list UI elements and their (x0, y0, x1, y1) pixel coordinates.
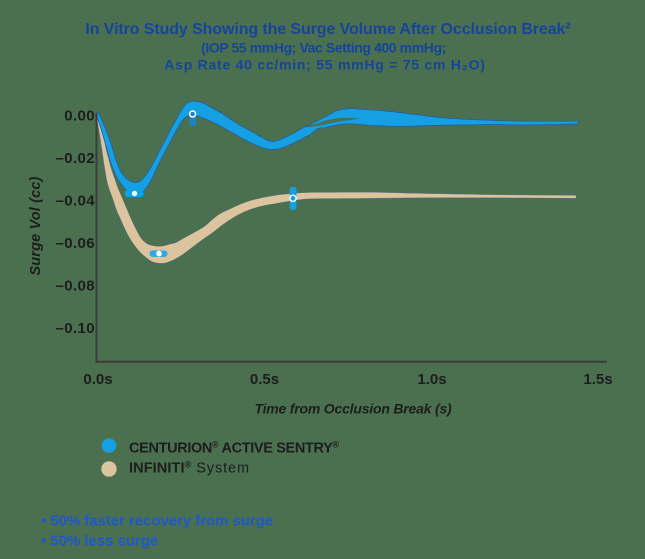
svg-text:• 50% faster recovery from sur: • 50% faster recovery from surge (41, 513, 273, 530)
svg-text:0.0s: 0.0s (83, 371, 112, 388)
svg-text:–0.04: –0.04 (55, 193, 95, 210)
svg-text:INFINITI® System: INFINITI® System (129, 460, 250, 477)
svg-text:–0.10: –0.10 (55, 320, 95, 337)
svg-text:0.5s: 0.5s (250, 371, 279, 388)
svg-text:0.00: 0.00 (64, 108, 95, 125)
svg-text:–0.02: –0.02 (55, 150, 95, 167)
svg-text:(IOP 55 mmHg; Vac Setting 400: (IOP 55 mmHg; Vac Setting 400 mmHg; (201, 40, 446, 56)
svg-text:CENTURION® ACTIVE SENTRY®: CENTURION® ACTIVE SENTRY® (129, 440, 339, 457)
svg-text:–0.06: –0.06 (55, 235, 95, 252)
svg-text:In Vitro Study Showing the Sur: In Vitro Study Showing the Surge Volume … (85, 21, 570, 38)
svg-text:1.0s: 1.0s (417, 371, 446, 388)
svg-text:Asp Rate 40 cc/min; 55 mmHg =: Asp Rate 40 cc/min; 55 mmHg = 75 cm H₂O) (164, 57, 485, 73)
svg-text:• 50% less surge: • 50% less surge (41, 533, 158, 550)
svg-text:1.5s: 1.5s (583, 371, 612, 388)
svg-text:Time from Occlusion Break (s): Time from Occlusion Break (s) (254, 401, 452, 417)
svg-text:Surge Vol (cc): Surge Vol (cc) (28, 176, 44, 275)
svg-text:–0.08: –0.08 (55, 278, 95, 295)
